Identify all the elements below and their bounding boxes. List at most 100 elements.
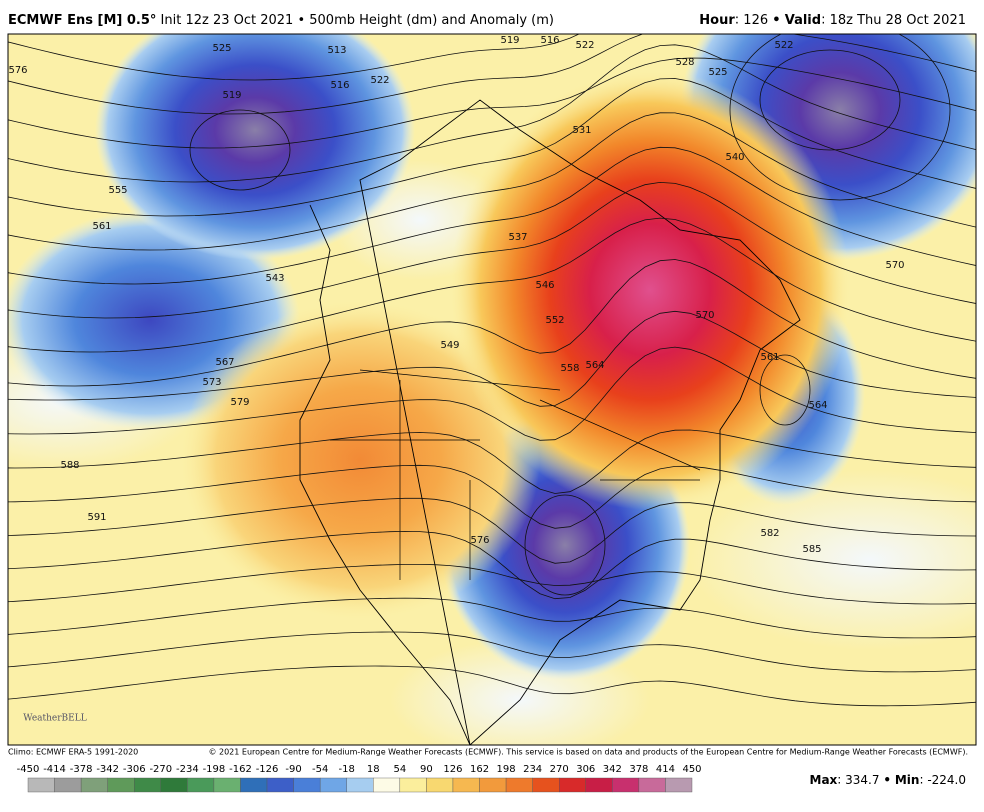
contour-label: 561 (92, 221, 111, 232)
colorbar-tick-label: -342 (96, 764, 119, 775)
contour-label: 519 (500, 35, 519, 46)
contour-line (8, 497, 976, 564)
contour-line (759, 354, 811, 426)
contour-line (8, 631, 976, 673)
separator: • (772, 13, 780, 28)
contour-label: 585 (802, 544, 821, 555)
title: ECMWF Ens [M] 0.5° (8, 13, 156, 28)
contour-label: 546 (535, 280, 554, 291)
colorbar-tick-label: 414 (656, 764, 675, 775)
min-label: Min (895, 773, 920, 787)
colorbar-segment (160, 777, 188, 793)
contour-label: 564 (808, 400, 827, 411)
colorbar-segment (293, 777, 321, 793)
contour-label: 570 (695, 310, 714, 321)
colorbar-tick-label: 18 (367, 764, 380, 775)
colorbar-segment (107, 777, 135, 793)
contour-label: 528 (675, 57, 694, 68)
colorbar-segment (319, 777, 347, 793)
max: 334.7 (845, 773, 879, 787)
colorbar-tick-label: -198 (203, 764, 226, 775)
colorbar-segment (213, 777, 241, 793)
contour-line (8, 146, 976, 285)
contour-label: 591 (87, 512, 106, 523)
contour-label: 579 (230, 397, 249, 408)
contour-label: 558 (560, 363, 579, 374)
contour-label: 519 (222, 90, 241, 101)
colorbar-tick-label: 126 (443, 764, 462, 775)
colorbar-tick-label: 198 (497, 764, 516, 775)
anomaly-low (95, 34, 415, 260)
contour-label: 570 (885, 260, 904, 271)
anomaly-high (180, 300, 540, 620)
contour-label: 522 (575, 40, 594, 51)
contour-label: 573 (202, 377, 221, 388)
contour-label: 537 (508, 232, 527, 243)
contour-label: 522 (774, 40, 793, 51)
colorbar-tick-label: -306 (123, 764, 146, 775)
copyright: © 2021 European Centre for Medium-Range … (208, 748, 968, 757)
contour-line (8, 310, 976, 407)
colorbar-segment (134, 777, 162, 793)
colorbar-segment (54, 777, 82, 793)
colorbar-segment (585, 777, 613, 793)
contour-label: 516 (540, 35, 559, 46)
valid: 18z Thu 28 Oct 2021 (830, 13, 966, 28)
max-label: Max (810, 773, 838, 787)
contour-line (8, 464, 976, 529)
colorbar-tick-label: 90 (420, 764, 433, 775)
init: Init 12z 23 Oct 2021 (161, 13, 294, 28)
colorbar-segment (27, 777, 55, 793)
contour-line (8, 34, 581, 81)
hour: 126 (743, 13, 768, 28)
contour-line (8, 259, 976, 387)
header: ECMWF Ens [M] 0.5° Init 12z 23 Oct 2021 … (8, 13, 966, 28)
colorbar-segment (505, 777, 533, 793)
contour-label: 576 (8, 65, 27, 76)
colorbar-segment (559, 777, 586, 793)
colorbar-segment (532, 777, 560, 793)
colorbar-segment (612, 777, 640, 793)
contour-line (8, 530, 976, 600)
contour-line (759, 49, 901, 151)
contour-label: 525 (212, 43, 231, 54)
contour-label: 513 (327, 45, 346, 56)
contour-label: 561 (760, 352, 779, 363)
colorbar-tick-label: -126 (256, 764, 279, 775)
colorbar-segment (665, 777, 693, 793)
colorbar-tick-label: -54 (312, 764, 328, 775)
contour-label: 555 (108, 185, 127, 196)
climo: Climo: ECMWF ERA-5 1991-2020 (8, 748, 138, 757)
contour-line (8, 597, 976, 639)
contour-label: 552 (545, 315, 564, 326)
contour-line (8, 78, 976, 217)
contour-line (8, 429, 976, 494)
colorbar-tick-label: 306 (576, 764, 595, 775)
header-left: ECMWF Ens [M] 0.5° Init 12z 23 Oct 2021 … (8, 13, 554, 28)
max-min: Max: 334.7 • Min: -224.0 (810, 773, 966, 787)
colorbar-tick-label: -90 (285, 764, 301, 775)
hour-label: Hour (699, 13, 735, 28)
contour-line (8, 181, 976, 319)
contour-label: 564 (585, 360, 604, 371)
colorbar-tick-label: 378 (629, 764, 648, 775)
colorbar-segment (80, 777, 108, 793)
contour-lines (8, 34, 976, 707)
contour-line (8, 57, 976, 149)
contour-label: 567 (215, 357, 234, 368)
contour-line (8, 44, 976, 183)
colorbar-segment (399, 777, 427, 793)
contour-label: 582 (760, 528, 779, 539)
colorbar-tick-label: -270 (149, 764, 172, 775)
contour-label: 525 (708, 67, 727, 78)
borders (330, 369, 701, 580)
colorbar-tick-label: 450 (682, 764, 701, 775)
colorbar-segment (240, 777, 268, 793)
separator: • (883, 773, 891, 787)
colorbar-tick-label: -234 (176, 764, 199, 775)
contour-line (8, 217, 976, 353)
colorbar-segment (638, 777, 666, 793)
contour-label: 531 (572, 125, 591, 136)
contour-line (729, 34, 951, 201)
